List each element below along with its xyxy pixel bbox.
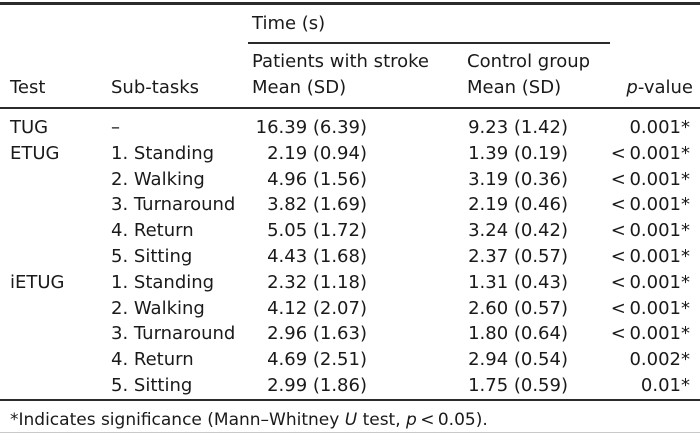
pvalue-cell: < 0.001* bbox=[610, 245, 690, 267]
table-body: TUG – 16.39 (6.39) 9.23 (1.42) 0.001* ET… bbox=[0, 115, 700, 399]
footnote-text: *Indicates significance (Mann–Whitney bbox=[10, 410, 345, 430]
pvalue-cell: < 0.001* bbox=[610, 323, 690, 345]
table-header-rule bbox=[0, 107, 700, 109]
stroke-mean-cell: 2.99 (1.86) bbox=[267, 374, 367, 396]
subtask-cell: 3. Turnaround bbox=[111, 194, 236, 216]
pvalue-cell: < 0.001* bbox=[610, 220, 690, 242]
table-row: 2. Walking 4.12 (2.07) 2.60 (0.57) < 0.0… bbox=[0, 296, 700, 322]
subtask-cell: 3. Turnaround bbox=[111, 323, 236, 345]
test-cell: iETUG bbox=[10, 271, 65, 293]
subtask-cell: – bbox=[111, 117, 120, 138]
table-row: 5. Sitting 4.43 (1.68) 2.37 (0.57) < 0.0… bbox=[0, 244, 700, 270]
test-cell bbox=[0, 296, 101, 322]
pvalue-cell: < 0.001* bbox=[610, 142, 690, 164]
subtask-cell: 1. Standing bbox=[111, 271, 215, 293]
table-row: iETUG 1. Standing 2.32 (1.18) 1.31 (0.43… bbox=[0, 270, 700, 296]
stroke-mean-cell: 16.39 (6.39) bbox=[255, 117, 367, 138]
test-cell bbox=[0, 373, 101, 399]
column-header-test: Test bbox=[10, 77, 46, 98]
table-row: 3. Turnaround 2.96 (1.63) 1.80 (0.64) < … bbox=[0, 321, 700, 347]
table-row: 3. Turnaround 3.82 (1.69) 2.19 (0.46) < … bbox=[0, 192, 700, 218]
spanner-underline-rule bbox=[248, 42, 610, 44]
control-mean-cell: 3.24 (0.42) bbox=[468, 220, 568, 242]
footnote-text: test, bbox=[357, 410, 407, 430]
test-cell bbox=[0, 321, 101, 347]
table-row: TUG – 16.39 (6.39) 9.23 (1.42) 0.001* bbox=[0, 115, 700, 141]
test-cell: ETUG bbox=[10, 142, 60, 164]
subtask-cell: 4. Return bbox=[111, 220, 194, 242]
table-row: 4. Return 5.05 (1.72) 3.24 (0.42) < 0.00… bbox=[0, 218, 700, 244]
control-mean-cell: 9.23 (1.42) bbox=[468, 117, 568, 138]
control-mean-cell: 2.19 (0.46) bbox=[468, 194, 568, 216]
subtask-cell: 2. Walking bbox=[111, 168, 205, 190]
column-header-control-line1: Control group bbox=[467, 51, 591, 72]
test-cell bbox=[0, 218, 101, 244]
figure-bottom-edge bbox=[0, 432, 700, 433]
stroke-mean-cell: 4.96 (1.56) bbox=[267, 168, 367, 190]
control-mean-cell: 1.39 (0.19) bbox=[468, 142, 568, 164]
test-cell bbox=[0, 244, 101, 270]
subtask-cell: 5. Sitting bbox=[111, 374, 193, 396]
stroke-mean-cell: 2.19 (0.94) bbox=[267, 142, 367, 164]
pvalue-cell: 0.001* bbox=[629, 117, 690, 138]
test-cell bbox=[0, 167, 101, 193]
subtask-cell: 4. Return bbox=[111, 349, 194, 371]
stroke-mean-cell: 2.96 (1.63) bbox=[267, 323, 367, 345]
column-header-pvalue-rest: -value bbox=[637, 77, 693, 98]
table-row: 4. Return 4.69 (2.51) 2.94 (0.54) 0.002* bbox=[0, 347, 700, 373]
test-cell bbox=[0, 192, 101, 218]
pvalue-cell: < 0.001* bbox=[610, 194, 690, 216]
stroke-mean-cell: 4.12 (2.07) bbox=[267, 297, 367, 319]
stroke-mean-cell: 4.69 (2.51) bbox=[267, 349, 367, 371]
pvalue-cell: 0.002* bbox=[629, 349, 690, 371]
stroke-mean-cell: 3.82 (1.69) bbox=[267, 194, 367, 216]
column-header-stroke-line1: Patients with stroke bbox=[252, 51, 429, 72]
control-mean-cell: 2.60 (0.57) bbox=[468, 297, 568, 319]
table-top-rule bbox=[0, 2, 700, 5]
table-row: 5. Sitting 2.99 (1.86) 1.75 (0.59) 0.01* bbox=[0, 373, 700, 399]
stroke-mean-cell: 2.32 (1.18) bbox=[267, 271, 367, 293]
control-mean-cell: 1.80 (0.64) bbox=[468, 323, 568, 345]
pvalue-cell: < 0.001* bbox=[610, 297, 690, 319]
subtask-cell: 1. Standing bbox=[111, 142, 215, 164]
control-mean-cell: 2.37 (0.57) bbox=[468, 245, 568, 267]
stroke-mean-cell: 5.05 (1.72) bbox=[267, 220, 367, 242]
pvalue-cell: < 0.001* bbox=[610, 168, 690, 190]
control-mean-cell: 3.19 (0.36) bbox=[468, 168, 568, 190]
subtask-cell: 5. Sitting bbox=[111, 245, 193, 267]
pvalue-cell: 0.01* bbox=[640, 374, 690, 396]
column-header-stroke-group: Patients with stroke Mean (SD) bbox=[252, 49, 429, 101]
column-header-pvalue: p-value bbox=[500, 75, 693, 101]
spanner-title: Time (s) bbox=[252, 13, 326, 34]
control-mean-cell: 2.94 (0.54) bbox=[468, 349, 568, 371]
control-mean-cell: 1.75 (0.59) bbox=[468, 374, 568, 396]
column-header-subtasks: Sub-tasks bbox=[111, 77, 200, 98]
column-header-stroke-line2: Mean (SD) bbox=[252, 77, 347, 98]
test-cell bbox=[0, 347, 101, 373]
column-header-control-line2: Mean (SD) bbox=[467, 77, 562, 98]
table-bottom-rule bbox=[0, 399, 700, 401]
column-header-control-group: Control group Mean (SD) bbox=[467, 49, 590, 101]
footnote-u-symbol: U bbox=[344, 410, 358, 430]
control-mean-cell: 1.31 (0.43) bbox=[468, 271, 568, 293]
table-row: 2. Walking 4.96 (1.56) 3.19 (0.36) < 0.0… bbox=[0, 167, 700, 193]
table-footnote: *Indicates significance (Mann–Whitney U … bbox=[10, 408, 488, 432]
footnote-text: < 0.05). bbox=[416, 410, 488, 430]
test-cell: TUG bbox=[10, 117, 49, 138]
pvalue-cell: < 0.001* bbox=[610, 271, 690, 293]
subtask-cell: 2. Walking bbox=[111, 297, 205, 319]
column-header-pvalue-p: p bbox=[626, 77, 638, 98]
footnote-p-symbol: p bbox=[406, 410, 417, 430]
stroke-mean-cell: 4.43 (1.68) bbox=[267, 245, 367, 267]
table-row: ETUG 1. Standing 2.19 (0.94) 1.39 (0.19)… bbox=[0, 141, 700, 167]
